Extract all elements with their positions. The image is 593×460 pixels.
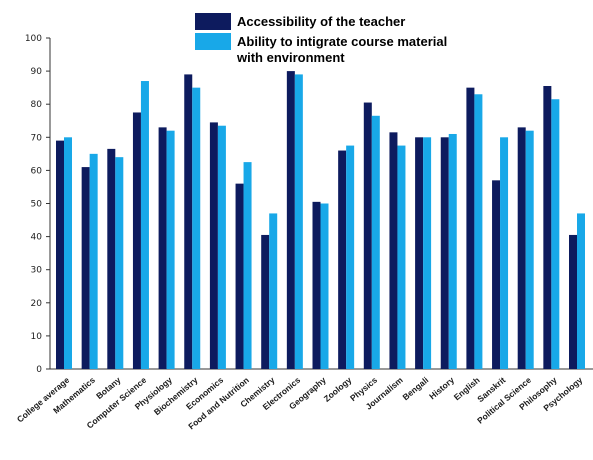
bar-accessibility xyxy=(415,137,424,369)
bar-integrate xyxy=(269,213,278,369)
bar-integrate xyxy=(346,145,355,369)
bar-integrate xyxy=(294,74,303,369)
category-label: Bengali xyxy=(400,375,430,402)
bar-integrate xyxy=(397,145,406,369)
bar-accessibility xyxy=(132,112,141,369)
bar-integrate xyxy=(577,213,585,369)
bar-integrate xyxy=(500,137,509,369)
legend: Accessibility of the teacher Ability to … xyxy=(195,13,447,65)
bar-integrate xyxy=(217,125,226,369)
bar-integrate xyxy=(474,94,483,370)
bar-accessibility xyxy=(56,140,64,369)
bar-integrate xyxy=(243,162,252,369)
category-label: Zoology xyxy=(322,375,354,404)
bar-accessibility xyxy=(184,74,193,369)
y-tick-label: 30 xyxy=(31,266,43,276)
bar-integrate xyxy=(64,137,72,369)
y-tick-label: 80 xyxy=(31,100,43,110)
category-label: History xyxy=(427,375,456,402)
y-tick-label: 60 xyxy=(31,166,43,176)
bar-accessibility xyxy=(338,150,347,369)
y-tick-label: 0 xyxy=(36,365,42,375)
bar-accessibility xyxy=(107,148,116,369)
bar-accessibility xyxy=(389,132,398,369)
bars xyxy=(56,71,585,370)
bar-accessibility xyxy=(81,167,90,369)
bar-integrate xyxy=(320,203,329,369)
bar-integrate xyxy=(423,137,432,369)
legend-label-integrate-line2: with environment xyxy=(236,50,345,65)
bar-integrate xyxy=(192,87,201,370)
legend-label-integrate-line1: Ability to intigrate course material xyxy=(237,34,447,49)
legend-swatch-integrate xyxy=(195,33,231,50)
bar-integrate xyxy=(371,115,380,369)
bar-accessibility xyxy=(312,201,321,369)
y-tick-label: 40 xyxy=(31,233,43,243)
bar-accessibility xyxy=(517,127,526,370)
bar-integrate xyxy=(140,81,149,369)
bar-accessibility xyxy=(440,137,449,369)
bar-integrate xyxy=(448,133,457,369)
bar-integrate xyxy=(115,157,124,369)
bar-accessibility xyxy=(158,127,167,370)
bar-accessibility xyxy=(466,87,475,370)
bar-accessibility xyxy=(363,102,372,370)
y-tick-label: 70 xyxy=(31,133,43,143)
category-labels: College averageMathematicsBotanyComputer… xyxy=(15,375,585,432)
bar-accessibility xyxy=(492,180,501,369)
bar-integrate xyxy=(525,130,534,369)
legend-label-accessibility: Accessibility of the teacher xyxy=(237,14,405,29)
legend-swatch-accessibility xyxy=(195,13,231,30)
y-tick-label: 50 xyxy=(31,200,43,210)
bar-accessibility xyxy=(261,234,270,369)
y-tick-label: 90 xyxy=(31,67,43,77)
y-tick-label: 20 xyxy=(31,299,43,309)
y-tick-label: 10 xyxy=(31,332,43,342)
bar-integrate xyxy=(89,153,98,369)
bar-integrate xyxy=(166,130,175,369)
bar-integrate xyxy=(551,99,560,370)
y-tick-label: 100 xyxy=(25,34,42,44)
bar-accessibility xyxy=(569,234,577,369)
bar-accessibility xyxy=(209,122,218,369)
bar-accessibility xyxy=(543,85,552,370)
bar-accessibility xyxy=(235,183,244,369)
bar-accessibility xyxy=(286,71,295,369)
